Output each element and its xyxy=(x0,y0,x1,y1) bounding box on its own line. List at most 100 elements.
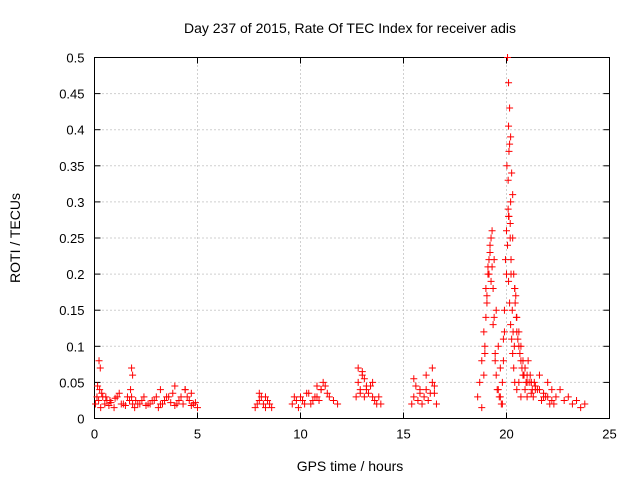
data-point xyxy=(508,306,516,314)
data-point xyxy=(552,393,560,401)
data-point xyxy=(476,378,484,386)
data-point xyxy=(500,306,508,314)
data-point xyxy=(488,227,496,235)
data-point xyxy=(414,396,422,404)
data-point xyxy=(319,378,327,386)
data-point xyxy=(504,205,512,213)
data-point xyxy=(111,394,119,402)
data-point xyxy=(499,357,507,365)
data-point xyxy=(128,364,136,372)
data-point xyxy=(505,277,513,285)
data-point xyxy=(490,313,498,321)
data-point xyxy=(356,389,364,397)
data-point xyxy=(187,389,195,397)
data-point xyxy=(292,396,300,404)
y-tick-label: 0.3 xyxy=(66,195,84,210)
grid-lines xyxy=(94,57,610,419)
data-point xyxy=(499,335,507,343)
data-point xyxy=(303,389,311,397)
data-point xyxy=(261,393,269,401)
data-point xyxy=(360,375,368,383)
data-point xyxy=(266,400,274,408)
data-point xyxy=(299,396,307,404)
data-point xyxy=(503,162,511,170)
data-point xyxy=(506,140,514,148)
data-point xyxy=(123,393,131,401)
data-point xyxy=(358,368,366,376)
data-point xyxy=(507,321,515,329)
data-point xyxy=(334,400,342,408)
data-point xyxy=(483,292,491,300)
data-point xyxy=(364,389,372,397)
data-point xyxy=(514,335,522,343)
data-point xyxy=(255,396,263,404)
data-point xyxy=(288,400,296,408)
data-point xyxy=(424,396,432,404)
data-point xyxy=(507,198,515,206)
data-point xyxy=(504,176,512,184)
data-point xyxy=(129,371,137,379)
data-point xyxy=(511,285,519,293)
data-point xyxy=(307,400,315,408)
data-point xyxy=(428,378,436,386)
y-tick-label: 0.35 xyxy=(59,159,84,174)
data-point xyxy=(482,313,490,321)
data-point xyxy=(478,404,486,412)
data-points xyxy=(92,54,589,412)
data-point xyxy=(154,404,162,412)
data-point xyxy=(412,382,420,390)
data-point xyxy=(488,263,496,271)
data-point xyxy=(259,400,267,408)
x-tick-label: 15 xyxy=(396,427,410,442)
data-point xyxy=(504,54,512,61)
data-point xyxy=(169,389,177,397)
data-point xyxy=(511,299,519,307)
data-point xyxy=(544,378,552,386)
data-point xyxy=(507,133,515,141)
data-point xyxy=(321,382,329,390)
data-point xyxy=(521,386,529,394)
y-tick-label: 0.25 xyxy=(59,231,84,246)
data-point xyxy=(156,386,164,394)
data-point xyxy=(506,220,514,228)
data-point xyxy=(183,393,191,401)
data-point xyxy=(131,404,139,412)
data-point xyxy=(144,400,152,408)
data-point xyxy=(194,404,201,412)
data-point xyxy=(92,400,100,408)
data-point xyxy=(309,396,317,404)
data-point xyxy=(528,386,536,394)
data-point xyxy=(315,396,323,404)
data-point xyxy=(140,393,148,401)
data-point xyxy=(573,396,581,404)
data-point xyxy=(486,241,494,249)
data-point xyxy=(94,382,102,390)
data-point xyxy=(494,342,502,350)
data-point xyxy=(96,386,104,394)
data-point xyxy=(360,393,368,401)
y-tick-label: 0.5 xyxy=(66,51,84,66)
data-point xyxy=(531,382,539,390)
data-point xyxy=(480,328,488,336)
data-point xyxy=(497,400,505,408)
data-point xyxy=(492,306,500,314)
data-point xyxy=(498,378,506,386)
data-point xyxy=(521,364,529,372)
data-point xyxy=(505,79,513,87)
data-point xyxy=(515,378,523,386)
data-point xyxy=(354,364,362,372)
data-point xyxy=(101,400,109,408)
data-point xyxy=(509,191,517,199)
data-point xyxy=(294,404,302,412)
data-point xyxy=(371,396,379,404)
data-point xyxy=(171,382,179,390)
data-point xyxy=(189,400,197,408)
data-point xyxy=(474,393,482,401)
data-point xyxy=(354,378,362,386)
data-point xyxy=(577,404,585,412)
data-point xyxy=(506,234,514,242)
data-point xyxy=(517,342,525,350)
data-point xyxy=(505,147,513,155)
axis-ticks: 0 5 10 15 20 25 0 0.05 0.1 0.15 0.2 0.25 0.3 0.35 0.4 0… xyxy=(59,51,617,442)
data-point xyxy=(181,386,189,394)
